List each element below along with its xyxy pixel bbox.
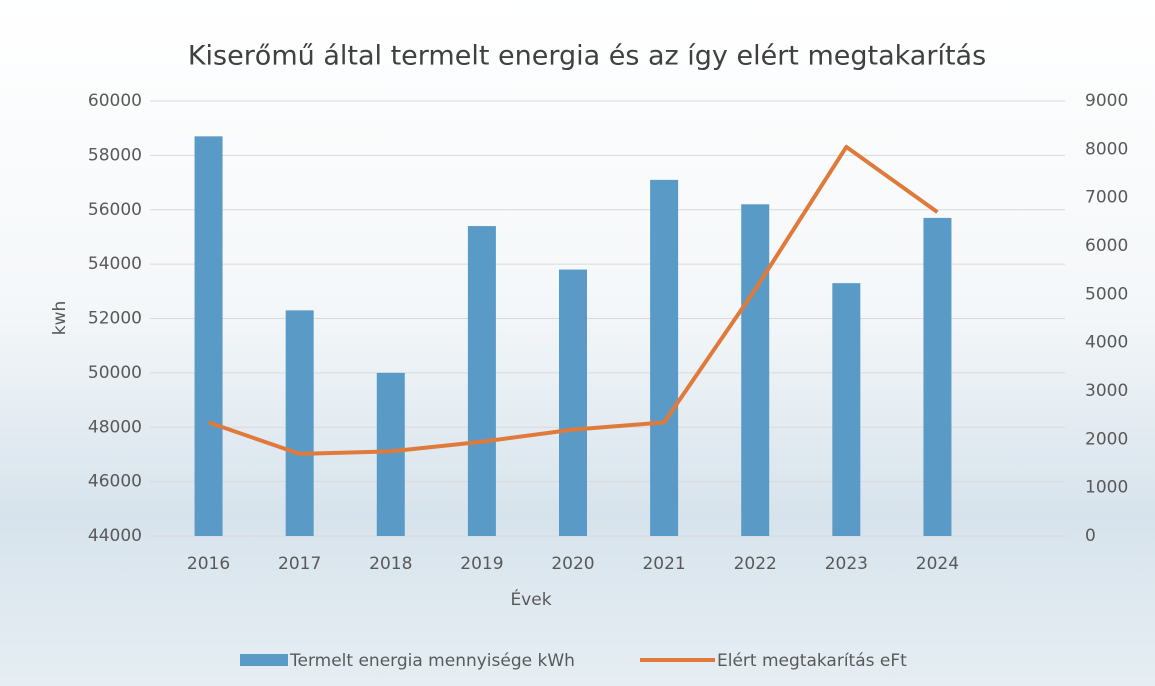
y2-tick-label: 3000 xyxy=(1085,381,1128,401)
y2-tick-label: 7000 xyxy=(1085,188,1128,208)
y2-tick-label: 8000 xyxy=(1085,139,1128,159)
chart-title: Kiserőmű által termelt energia és az így… xyxy=(188,41,986,72)
y2-tick-label: 9000 xyxy=(1085,91,1128,111)
x-tick-label: 2018 xyxy=(369,554,412,574)
bar xyxy=(923,217,952,536)
y2-tick-label: 1000 xyxy=(1085,478,1128,498)
legend-label: Termelt energia mennyisége kWh xyxy=(289,651,575,671)
y2-tick-label: 5000 xyxy=(1085,284,1128,304)
legend-label: Elért megtakarítás eFt xyxy=(717,651,907,671)
bar xyxy=(467,226,496,536)
y-tick-label: 54000 xyxy=(88,254,142,274)
x-tick-label: 2017 xyxy=(278,554,321,574)
x-tick-label: 2024 xyxy=(916,554,959,574)
bar xyxy=(194,136,223,536)
x-tick-label: 2016 xyxy=(187,554,230,574)
bar xyxy=(285,310,314,536)
legend-swatch xyxy=(240,654,288,666)
bar xyxy=(741,204,770,536)
y2-tick-label: 2000 xyxy=(1085,429,1128,449)
x-tick-label: 2021 xyxy=(642,554,685,574)
y-tick-label: 48000 xyxy=(88,417,142,437)
x-tick-label: 2022 xyxy=(734,554,777,574)
y-tick-label: 44000 xyxy=(88,526,142,546)
y-tick-label: 50000 xyxy=(88,363,142,383)
y2-tick-label: 6000 xyxy=(1085,236,1128,256)
x-tick-label: 2019 xyxy=(460,554,503,574)
y2-tick-label: 0 xyxy=(1085,526,1096,546)
x-axis-title: Évek xyxy=(510,588,551,610)
line xyxy=(207,144,939,456)
y-axis-title: kwh xyxy=(50,301,70,336)
y2-tick-label: 4000 xyxy=(1085,333,1128,353)
x-tick-label: 2020 xyxy=(551,554,594,574)
y-tick-label: 46000 xyxy=(88,472,142,492)
bar xyxy=(559,269,587,536)
y-tick-label: 58000 xyxy=(88,145,142,165)
y-tick-label: 56000 xyxy=(88,200,142,220)
y-tick-label: 60000 xyxy=(88,91,142,111)
bar xyxy=(376,372,405,536)
bar xyxy=(832,283,861,536)
bar xyxy=(650,179,679,536)
y-tick-label: 52000 xyxy=(88,309,142,329)
x-tick-label: 2023 xyxy=(825,554,868,574)
